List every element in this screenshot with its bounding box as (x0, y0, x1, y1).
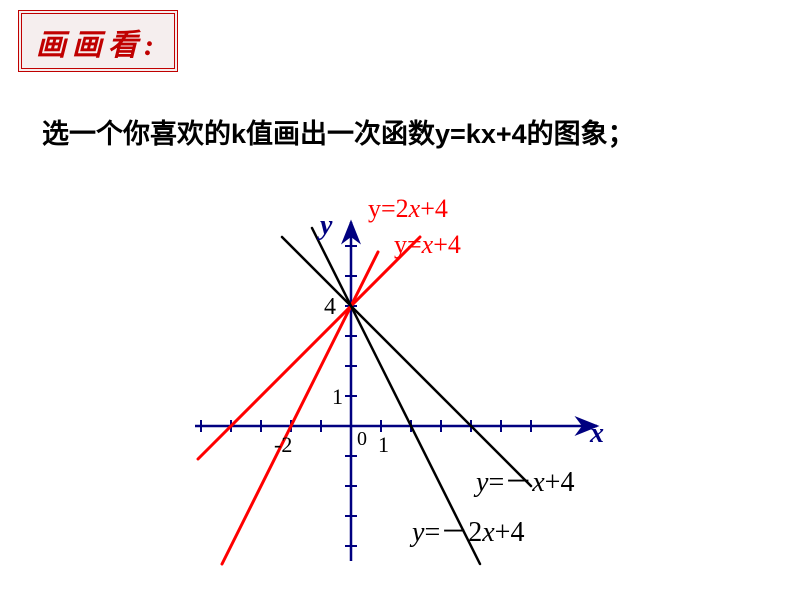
tick-label-2: 1 (332, 384, 343, 410)
line-label-3: y=－2x+4 (412, 510, 524, 550)
instruction-text: 选一个你喜欢的k值画出一次函数y=kx+4的图象； (42, 112, 635, 151)
y-axis-label: y (320, 210, 332, 242)
title-text: 画画看: (36, 29, 160, 62)
origin-label: 0 (357, 428, 367, 451)
line-label-0: y=2x+4 (368, 194, 448, 224)
title-box: 画画看: (18, 10, 178, 72)
line-label-2: y=－x+4 (476, 460, 574, 500)
tick-label-0: 1 (378, 432, 389, 458)
x-axis-label: x (590, 418, 604, 450)
line-label-1: y=x+4 (394, 230, 461, 260)
tick-label-3: 4 (324, 294, 336, 321)
graph-area: xy01-214y=2x+4y=x+4y=－x+4y=－2x+4 (180, 200, 600, 580)
tick-label-1: -2 (274, 432, 292, 458)
